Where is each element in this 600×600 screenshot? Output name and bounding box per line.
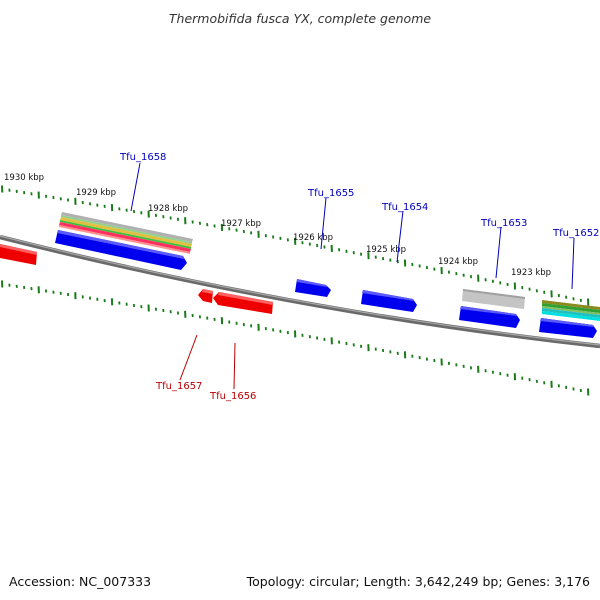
- leader-line: [130, 162, 141, 212]
- map-title: Thermobifida fusca YX, complete genome: [169, 11, 431, 26]
- label-tfu-1654[interactable]: Tfu_1654: [381, 202, 428, 213]
- gene-tfu-1658[interactable]: [55, 230, 187, 270]
- scale-label: 1926 kbp: [293, 233, 333, 243]
- scale-label: 1924 kbp: [438, 257, 478, 267]
- scale-label: 1925 kbp: [366, 245, 406, 255]
- inner-scale-track: [1, 280, 590, 396]
- gene-tfu-1654[interactable]: [361, 290, 417, 312]
- annotation-stack-tfu-1653: [462, 289, 525, 309]
- scale-label: 1930 kbp: [4, 173, 44, 183]
- label-tfu-1657[interactable]: Tfu_1657: [155, 381, 202, 392]
- genome-backbone-highlight: [0, 235, 600, 346]
- label-tfu-1658[interactable]: Tfu_1658: [119, 152, 166, 163]
- label-tfu-1655[interactable]: Tfu_1655: [307, 188, 354, 199]
- gene-tfu-1653[interactable]: [459, 306, 520, 328]
- gene-tfu-1652[interactable]: [539, 318, 597, 338]
- annotation-stack-tfu-1652: [542, 300, 600, 321]
- outer-scale-track: [1, 185, 590, 306]
- scale-labels: 1930 kbp 1929 kbp 1928 kbp 1927 kbp 1926…: [4, 173, 551, 278]
- leader-line: [233, 342, 236, 390]
- scale-label: 1927 kbp: [221, 219, 261, 229]
- leader-line: [571, 237, 575, 290]
- accession-text: Accession: NC_007333: [9, 574, 152, 589]
- scale-label: 1929 kbp: [76, 188, 116, 198]
- genome-summary-text: Topology: circular; Length: 3,642,249 bp…: [246, 574, 590, 589]
- gene-tfu-1655[interactable]: [295, 279, 331, 297]
- gene-tfu-1657[interactable]: [198, 289, 213, 303]
- reverse-gene-labels: Tfu_1657 Tfu_1656: [155, 334, 256, 402]
- label-tfu-1656[interactable]: Tfu_1656: [209, 391, 256, 402]
- gene-tfu-1656[interactable]: [213, 292, 273, 314]
- label-tfu-1652[interactable]: Tfu_1652: [552, 228, 599, 239]
- leader-line: [320, 197, 327, 250]
- genome-backbone: [0, 234, 600, 349]
- leader-line: [396, 210, 404, 263]
- forward-gene-labels: Tfu_1658 Tfu_1655 Tfu_1654 Tfu_1653 Tfu_…: [119, 152, 599, 290]
- leader-line: [179, 334, 198, 381]
- leader-line: [495, 226, 502, 279]
- annotation-stack-tfu-1658: [59, 212, 193, 254]
- scale-label: 1928 kbp: [148, 204, 188, 214]
- scale-label: 1923 kbp: [511, 268, 551, 278]
- gene-reverse-left-edge[interactable]: [0, 244, 37, 265]
- label-tfu-1653[interactable]: Tfu_1653: [480, 218, 527, 229]
